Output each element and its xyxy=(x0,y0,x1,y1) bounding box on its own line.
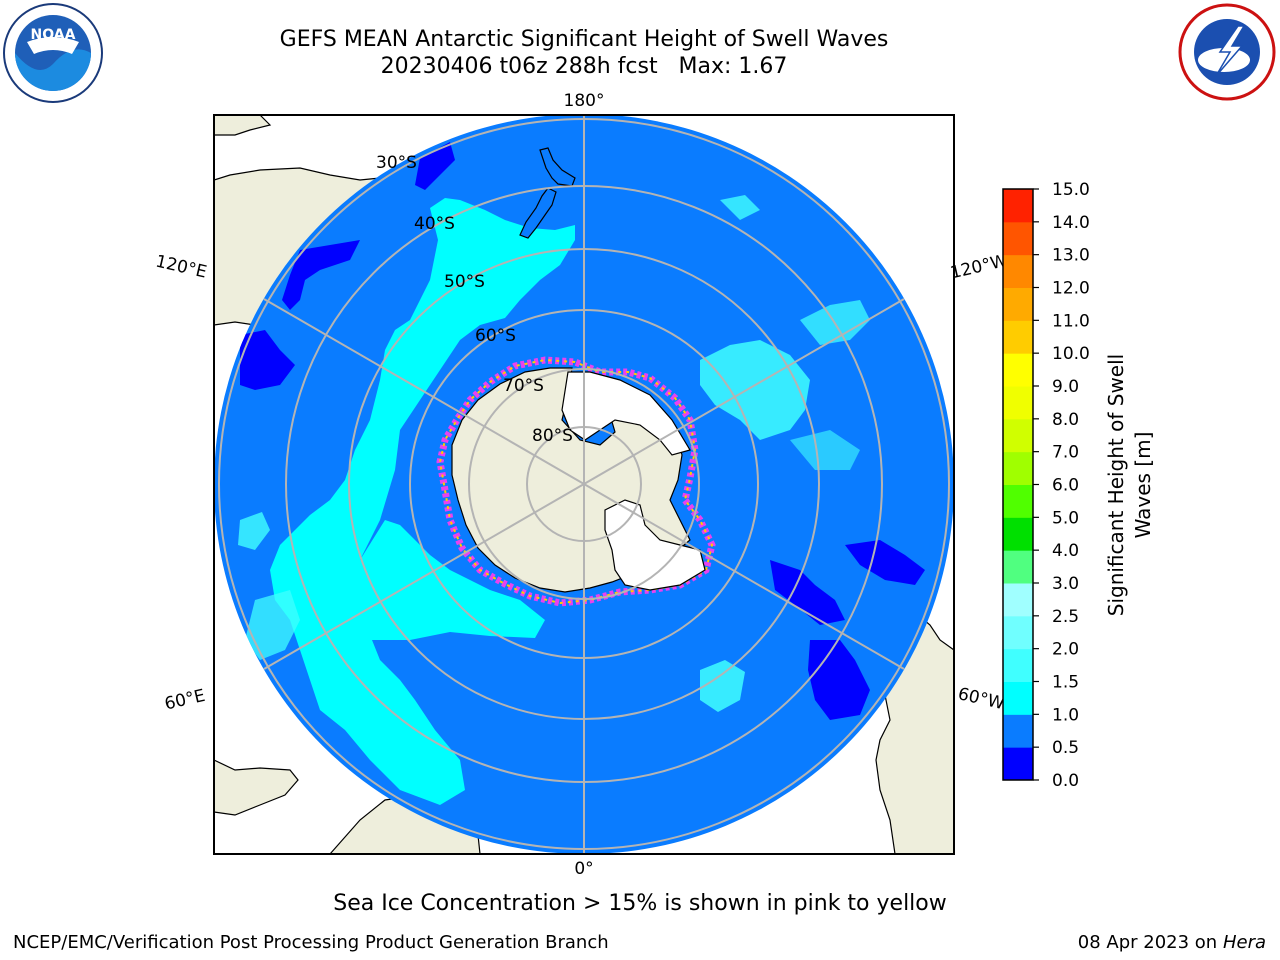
chart-title-line2: 20230406 t06z 288h fcst Max: 1.67 xyxy=(380,54,788,79)
footer-date: 08 Apr 2023 on Hera xyxy=(1078,932,1266,953)
colorbar-segment xyxy=(1003,484,1033,518)
colorbar-segment xyxy=(1003,583,1033,617)
swell-field xyxy=(238,142,925,805)
colorbar-tick-label: 0.0 xyxy=(1052,771,1079,791)
colorbar-tick-label: 10.0 xyxy=(1052,344,1090,364)
colorbar-tick-label: 8.0 xyxy=(1052,410,1079,430)
colorbar-tick-label: 14.0 xyxy=(1052,213,1090,233)
colorbar-segment xyxy=(1003,615,1033,650)
colorbar-tick-label: 12.0 xyxy=(1052,279,1090,299)
colorbar-segment xyxy=(1003,747,1033,781)
footer-date-text: 08 Apr 2023 on xyxy=(1077,932,1223,953)
colorbar-tick-label: 1.0 xyxy=(1052,705,1079,725)
colorbar-tick-label: 15.0 xyxy=(1052,180,1090,200)
lat-label-70s: 70°S xyxy=(503,376,544,396)
colorbar-segment xyxy=(1003,386,1033,420)
colorbar-tick-label: 3.0 xyxy=(1052,574,1079,594)
colorbar-segment xyxy=(1003,418,1033,453)
new-zealand xyxy=(519,147,576,239)
colorbar-segment xyxy=(1003,550,1033,584)
colorbar-segment xyxy=(1003,648,1033,682)
lon-label-60e: 60°E xyxy=(163,686,207,715)
colorbar-segment xyxy=(1003,189,1033,223)
lon-label-120e: 120°E xyxy=(154,252,209,283)
colorbar-tick-label: 13.0 xyxy=(1052,246,1090,266)
colorbar-segment xyxy=(1003,681,1033,715)
nws-logo xyxy=(1178,3,1276,101)
colorbar-tick-label: 2.0 xyxy=(1052,640,1079,660)
colorbar-segment xyxy=(1003,254,1033,288)
lat-label-50s: 50°S xyxy=(444,272,485,292)
colorbar-tick-label: 7.0 xyxy=(1052,443,1079,463)
lon-label-180: 180° xyxy=(564,91,605,111)
noaa-logo-text: NOAA xyxy=(31,27,76,43)
colorbar-segment xyxy=(1003,320,1033,354)
colorbar-segment xyxy=(1003,451,1033,485)
colorbar-tick-label: 1.5 xyxy=(1052,673,1079,693)
lon-label-60w: 60°W xyxy=(956,684,1006,714)
noaa-logo: NOAA xyxy=(3,3,103,103)
colorbar-tick-label: 5.0 xyxy=(1052,508,1079,528)
lat-label-60s: 60°S xyxy=(475,326,516,346)
footer-organization: NCEP/EMC/Verification Post Processing Pr… xyxy=(13,932,609,953)
colorbar-segment xyxy=(1003,714,1033,748)
sea-ice-note: Sea Ice Concentration > 15% is shown in … xyxy=(333,891,947,916)
lat-label-80s: 80°S xyxy=(532,426,573,446)
lon-label-0: 0° xyxy=(574,859,593,879)
colorbar-tick-label: 11.0 xyxy=(1052,311,1090,331)
chart-title-line1: GEFS MEAN Antarctic Significant Height o… xyxy=(279,27,889,52)
colorbar-tick-label: 4.0 xyxy=(1052,541,1079,561)
colorbar-segment xyxy=(1003,287,1033,321)
graticule xyxy=(218,115,950,854)
colorbar-segment xyxy=(1003,221,1033,256)
colorbar-segment xyxy=(1003,517,1033,551)
map-frame xyxy=(213,114,955,855)
colorbar-label-line1: Significant Height of Swell xyxy=(1104,354,1128,616)
colorbar-tick-label: 0.5 xyxy=(1052,738,1079,758)
colorbar-tick-label: 9.0 xyxy=(1052,377,1079,397)
latitude-labels: 30°S 40°S 50°S 60°S 70°S 80°S xyxy=(376,153,573,446)
colorbar: 0.0 0.5 1.0 1.5 2.0 2.5 3.0 4.0 5.0 6.0 7.0 8.0 9.0 1… xyxy=(1002,180,1155,791)
colorbar-tick-label: 6.0 xyxy=(1052,476,1079,496)
colorbar-label-line2: Waves [m] xyxy=(1131,432,1155,539)
colorbar-segment xyxy=(1003,353,1033,387)
lat-label-30s: 30°S xyxy=(376,153,417,173)
antarctica xyxy=(436,356,716,607)
colorbar-tick-label: 2.5 xyxy=(1052,607,1079,627)
lat-label-40s: 40°S xyxy=(414,214,455,234)
footer-system: Hera xyxy=(1222,932,1266,953)
lon-label-120w: 120°W xyxy=(948,251,1009,284)
